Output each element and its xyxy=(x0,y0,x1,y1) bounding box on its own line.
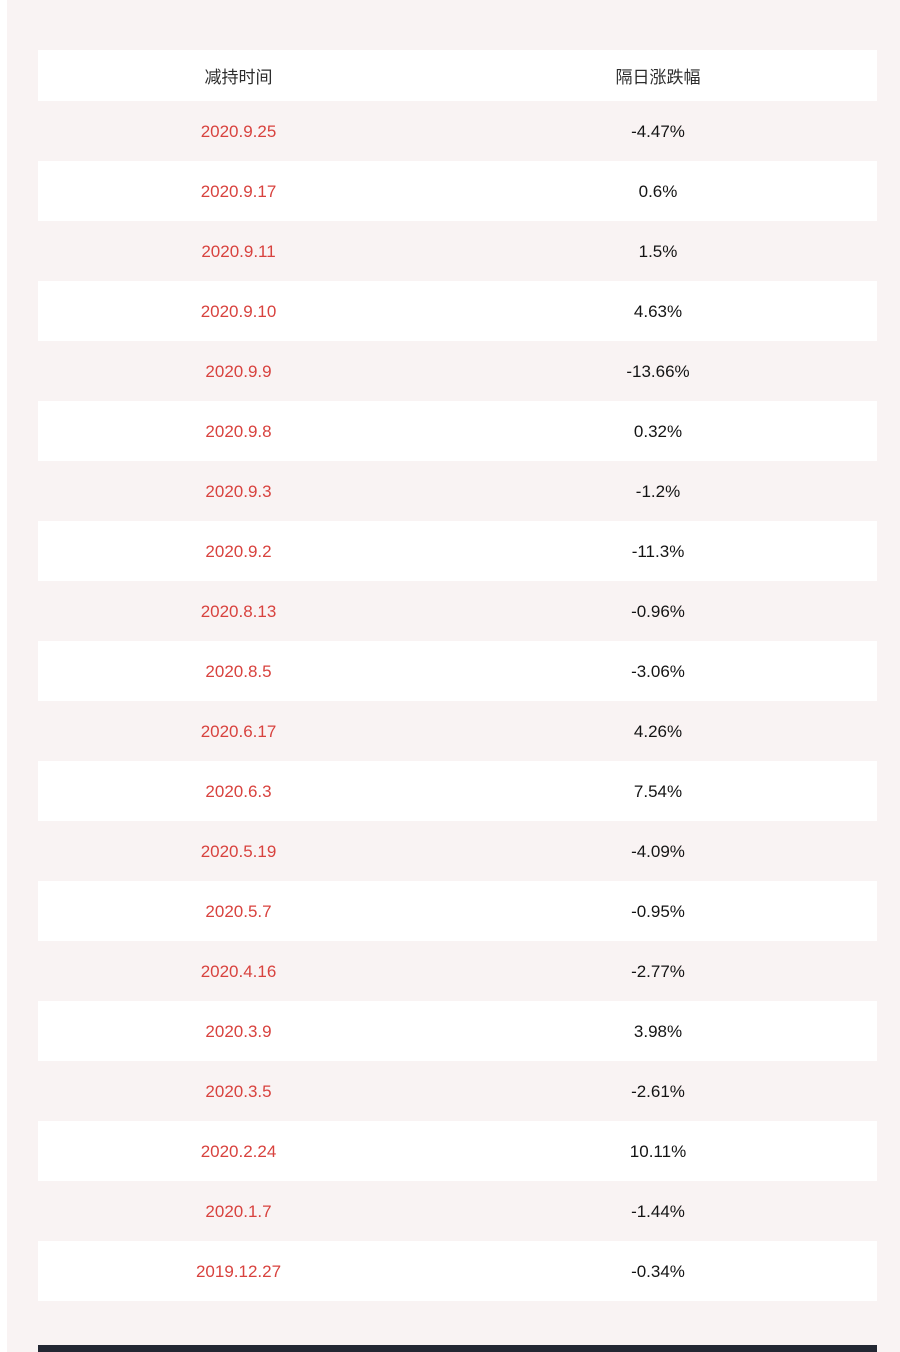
change-cell: 7.54% xyxy=(633,781,683,801)
table-row: 2020.6.17 4.26% xyxy=(38,701,877,761)
reduction-change-table: 减持时间 隔日涨跌幅 2020.9.25 -4.47% 2020.9.17 0.… xyxy=(38,50,877,1301)
table-row: 2020.4.16 -2.77% xyxy=(38,941,877,1001)
header-reduction-time: 减持时间 xyxy=(204,68,273,87)
date-cell: 2020.8.5 xyxy=(205,661,272,681)
change-cell: -13.66% xyxy=(626,361,690,381)
change-cell: -0.96% xyxy=(631,601,685,621)
change-cell: -0.34% xyxy=(631,1261,685,1281)
table-row: 2020.9.3 -1.2% xyxy=(38,461,877,521)
date-cell: 2020.9.11 xyxy=(201,241,276,261)
header-next-day-change: 隔日涨跌幅 xyxy=(615,68,701,87)
table-row: 2020.2.24 10.11% xyxy=(38,1121,877,1181)
table-row: 2020.8.5 -3.06% xyxy=(38,641,877,701)
change-cell: -3.06% xyxy=(631,661,685,681)
table-header-row: 减持时间 隔日涨跌幅 xyxy=(38,50,877,101)
bottom-divider-bar xyxy=(38,1345,877,1352)
date-cell: 2020.2.24 xyxy=(200,1141,277,1161)
change-cell: -4.47% xyxy=(631,121,685,141)
change-cell: -1.44% xyxy=(631,1201,685,1221)
date-cell: 2020.6.17 xyxy=(200,721,277,741)
date-cell: 2020.9.25 xyxy=(200,121,277,141)
table-row: 2020.1.7 -1.44% xyxy=(38,1181,877,1241)
table-row: 2020.8.13 -0.96% xyxy=(38,581,877,641)
table-row: 2019.12.27 -0.34% xyxy=(38,1241,877,1301)
change-cell: -1.2% xyxy=(635,481,681,501)
date-cell: 2019.12.27 xyxy=(195,1261,282,1281)
table-body: 2020.9.25 -4.47% 2020.9.17 0.6% 2020.9.1… xyxy=(38,101,877,1301)
date-cell: 2020.8.13 xyxy=(200,601,277,621)
table-row: 2020.9.25 -4.47% xyxy=(38,101,877,161)
change-cell: -11.3% xyxy=(631,541,685,561)
date-cell: 2020.6.3 xyxy=(205,781,272,801)
change-cell: 3.98% xyxy=(633,1021,683,1041)
change-cell: 10.11% xyxy=(629,1141,687,1161)
change-cell: -2.61% xyxy=(631,1081,685,1101)
table-row: 2020.6.3 7.54% xyxy=(38,761,877,821)
date-cell: 2020.9.10 xyxy=(200,301,277,321)
date-cell: 2020.3.9 xyxy=(205,1021,272,1041)
date-cell: 2020.9.2 xyxy=(205,541,272,561)
left-edge-strip xyxy=(0,0,7,1352)
date-cell: 2020.9.9 xyxy=(205,361,272,381)
date-cell: 2020.4.16 xyxy=(200,961,277,981)
change-cell: 0.6% xyxy=(638,181,678,201)
table-row: 2020.9.8 0.32% xyxy=(38,401,877,461)
table-row: 2020.5.19 -4.09% xyxy=(38,821,877,881)
table-row: 2020.9.10 4.63% xyxy=(38,281,877,341)
date-cell: 2020.3.5 xyxy=(205,1081,272,1101)
date-cell: 2020.1.7 xyxy=(205,1201,272,1221)
change-cell: -4.09% xyxy=(631,841,685,861)
change-cell: -0.95% xyxy=(631,901,685,921)
table-row: 2020.9.11 1.5% xyxy=(38,221,877,281)
table-row: 2020.9.17 0.6% xyxy=(38,161,877,221)
date-cell: 2020.5.19 xyxy=(200,841,277,861)
change-cell: 4.63% xyxy=(633,301,683,321)
change-cell: 4.26% xyxy=(633,721,683,741)
change-cell: 1.5% xyxy=(638,241,678,261)
change-cell: -2.77% xyxy=(631,961,685,981)
table-row: 2020.3.5 -2.61% xyxy=(38,1061,877,1121)
table-row: 2020.9.9 -13.66% xyxy=(38,341,877,401)
table-row: 2020.9.2 -11.3% xyxy=(38,521,877,581)
change-cell: 0.32% xyxy=(633,421,683,441)
table-row: 2020.5.7 -0.95% xyxy=(38,881,877,941)
date-cell: 2020.9.8 xyxy=(205,421,272,441)
date-cell: 2020.5.7 xyxy=(205,901,272,921)
date-cell: 2020.9.17 xyxy=(200,181,277,201)
date-cell: 2020.9.3 xyxy=(205,481,272,501)
table-row: 2020.3.9 3.98% xyxy=(38,1001,877,1061)
